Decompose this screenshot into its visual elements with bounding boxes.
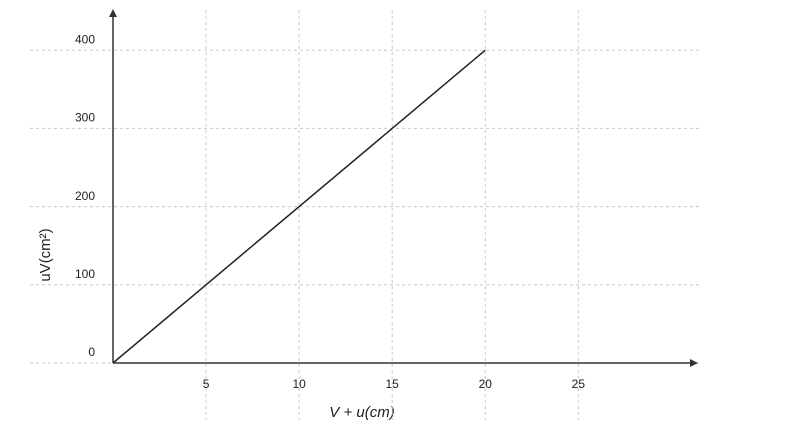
y-tick-label: 100 (75, 267, 95, 281)
x-tick-label: 25 (572, 377, 586, 391)
y-tick-label: 200 (75, 189, 95, 203)
data-line (112, 49, 486, 364)
x-tick-label: 15 (386, 377, 400, 391)
x-tick-label: 10 (292, 377, 306, 391)
x-tick-label: 5 (203, 377, 210, 391)
y-tick-label: 300 (75, 111, 95, 125)
x-axis-arrow (690, 359, 698, 367)
y-axis-arrow (109, 9, 117, 17)
y-tick-label: 400 (75, 32, 95, 46)
y-tick-label: 0 (88, 345, 95, 359)
y-axis-label: uV(cm²) (37, 228, 54, 281)
x-tick-label: 20 (479, 377, 493, 391)
x-axis-label: V + u(cm) (329, 404, 394, 421)
